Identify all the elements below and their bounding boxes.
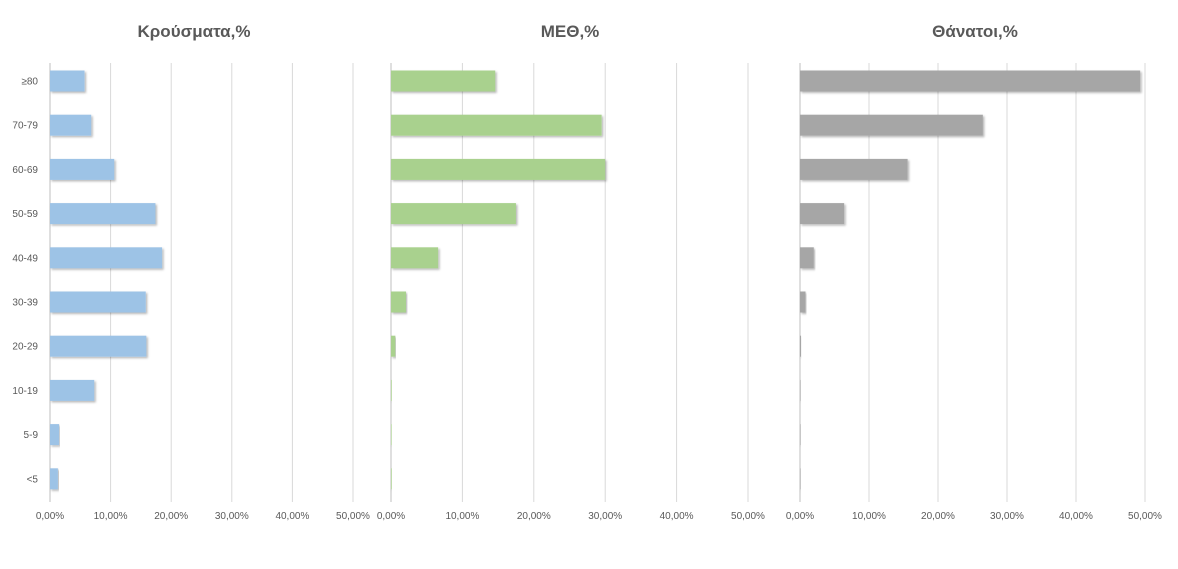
chart-title: Θάνατοι,% — [932, 22, 1018, 41]
bar — [800, 247, 814, 269]
category-label: 10-19 — [12, 386, 38, 397]
bar — [391, 291, 406, 313]
x-tick-label: 40,00% — [1059, 511, 1093, 522]
x-tick-label: 10,00% — [94, 511, 128, 522]
bar — [800, 114, 983, 136]
bar — [50, 114, 92, 136]
x-tick-label: 10,00% — [445, 511, 479, 522]
bar — [800, 70, 1141, 92]
bar — [800, 379, 801, 401]
category-label: 5-9 — [24, 430, 39, 441]
bar — [50, 158, 115, 180]
bar — [391, 335, 396, 357]
x-tick-label: 0,00% — [377, 511, 405, 522]
bar — [50, 291, 146, 313]
x-tick-label: 20,00% — [517, 511, 551, 522]
x-tick-label: 20,00% — [921, 511, 955, 522]
bar — [391, 468, 392, 490]
x-tick-label: 30,00% — [215, 511, 249, 522]
bar — [800, 291, 806, 313]
bar — [50, 424, 60, 446]
category-label: 30-39 — [12, 298, 38, 309]
x-tick-label: 0,00% — [36, 511, 64, 522]
bar — [391, 424, 392, 446]
x-tick-label: 10,00% — [852, 511, 886, 522]
x-tick-label: 30,00% — [990, 511, 1024, 522]
bar — [391, 247, 439, 269]
bar — [391, 114, 602, 136]
x-tick-label: 30,00% — [588, 511, 622, 522]
x-tick-label: 50,00% — [1128, 511, 1162, 522]
x-tick-label: 50,00% — [731, 511, 765, 522]
bar — [391, 70, 496, 92]
bar — [800, 468, 801, 490]
category-label: 50-59 — [12, 209, 38, 220]
chart-title: Κρούσματα,% — [138, 22, 251, 41]
bar — [391, 203, 516, 225]
x-tick-label: 50,00% — [336, 511, 370, 522]
category-label: 40-49 — [12, 253, 38, 264]
chart-title: ΜΕΘ,% — [541, 22, 600, 41]
x-tick-label: 40,00% — [660, 511, 694, 522]
bar — [800, 335, 802, 357]
bar — [50, 203, 156, 225]
category-label: 70-79 — [12, 121, 38, 132]
category-label: <5 — [27, 474, 39, 485]
category-label: ≥80 — [21, 77, 38, 88]
bar — [50, 379, 95, 401]
bar — [800, 158, 908, 180]
bar — [50, 247, 163, 269]
bar — [800, 203, 845, 225]
category-label: 60-69 — [12, 165, 38, 176]
x-tick-label: 0,00% — [786, 511, 814, 522]
x-tick-label: 20,00% — [154, 511, 188, 522]
bar — [50, 335, 147, 357]
category-label: 20-29 — [12, 342, 38, 353]
bar — [50, 468, 58, 490]
bar — [800, 424, 801, 446]
x-tick-label: 40,00% — [275, 511, 309, 522]
bar — [391, 158, 606, 180]
bar — [50, 70, 85, 92]
bar — [391, 379, 392, 401]
